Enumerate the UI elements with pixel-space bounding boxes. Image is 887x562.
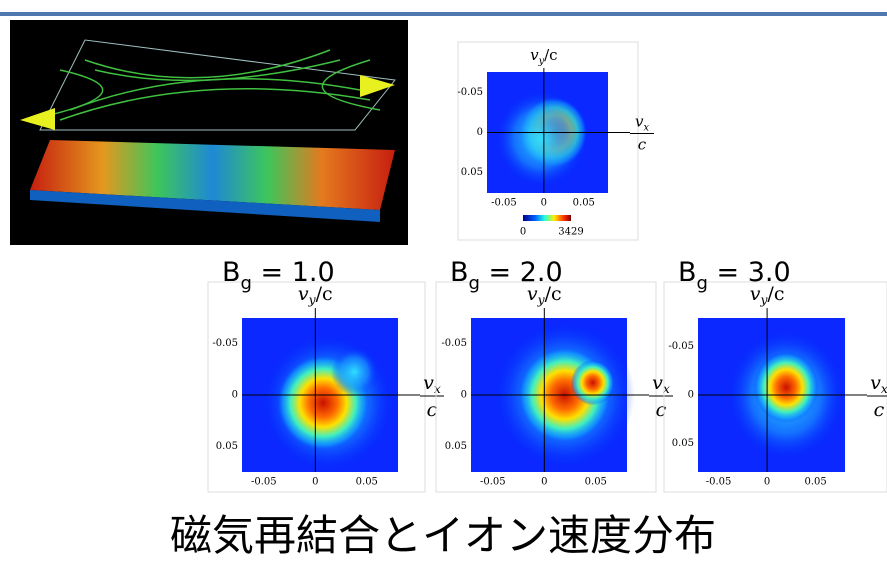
y-tick-label: 0 [477,127,483,138]
x-axis-label: vx [870,372,887,396]
label-part: g [241,273,252,294]
x-label-part: v [652,372,663,394]
x-tick-label: 0.05 [356,477,378,488]
simulation-image [10,20,408,245]
label-part: B [450,257,469,288]
label-part: = 2.0 [480,257,563,288]
x-tick-label: -0.05 [491,198,517,209]
x-axis-label: c [638,136,647,154]
x-label-part: x [881,382,887,396]
y-tick-label: 0 [232,390,238,401]
y-tick-label: 0.05 [445,441,467,452]
x-tick-label: -0.05 [480,477,506,488]
x-tick-label: 0 [541,198,547,209]
label-part: = 1.0 [252,257,335,288]
heatmap-blob [571,360,615,405]
heatmap-blob [754,352,819,423]
x-axis-label: vx [635,113,649,134]
label-part: B [678,257,697,288]
label-part: g [469,273,480,294]
x-tick-label: 0.05 [804,477,826,488]
x-tick-label: 0 [312,477,318,488]
y-tick-label: -0.05 [212,338,238,349]
colorbar-label: 3429 [558,227,583,238]
y-tick-label: 0.05 [216,441,238,452]
x-tick-label: -0.05 [706,477,732,488]
x-label-part: v [870,372,881,394]
y-tick-label: -0.05 [668,341,694,352]
heatmap-blob [495,90,587,187]
x-axis-label: c [656,399,667,421]
x-axis-label: c [874,399,885,421]
x-axis-label: vx [652,372,670,396]
y-tick-label: -0.05 [441,338,467,349]
x-tick-label: 0.05 [585,477,607,488]
velocity-plot: 0.05 -0.05 0 0 -0.05 0.05 vy/c vx c 0 3429 [457,42,654,240]
header-rule [0,12,887,16]
x-axis-label: vx [423,372,441,396]
x-tick-label: 0.05 [573,198,595,209]
y-tick-label: 0 [461,390,467,401]
y-tick-label: -0.05 [457,87,483,98]
heatmap-blob [331,348,378,397]
x-label-part: v [423,372,434,394]
x-tick-label: -0.05 [251,477,277,488]
x-label-part: x [434,382,441,396]
y-tick-label: 0 [688,390,694,401]
label-part: B [222,257,241,288]
y-axis-label: vy/c [530,46,557,67]
y-tick-label: 0.05 [461,167,483,178]
slide: 磁気再結合とイオン速度分布 0.05-0.0500-0.050.05vy/cvx… [0,0,887,562]
colorbar [523,215,571,221]
y-tick-label: 0.05 [672,438,694,449]
y-label-part: /c [544,46,557,64]
x-label-part: x [643,123,649,134]
x-tick-label: 0 [541,477,547,488]
slide-title: 磁気再結合とイオン速度分布 [170,511,716,560]
x-tick-label: 0 [764,477,770,488]
label-part: = 3.0 [708,257,791,288]
colorbar-label: 0 [520,227,526,238]
label-part: g [697,273,708,294]
